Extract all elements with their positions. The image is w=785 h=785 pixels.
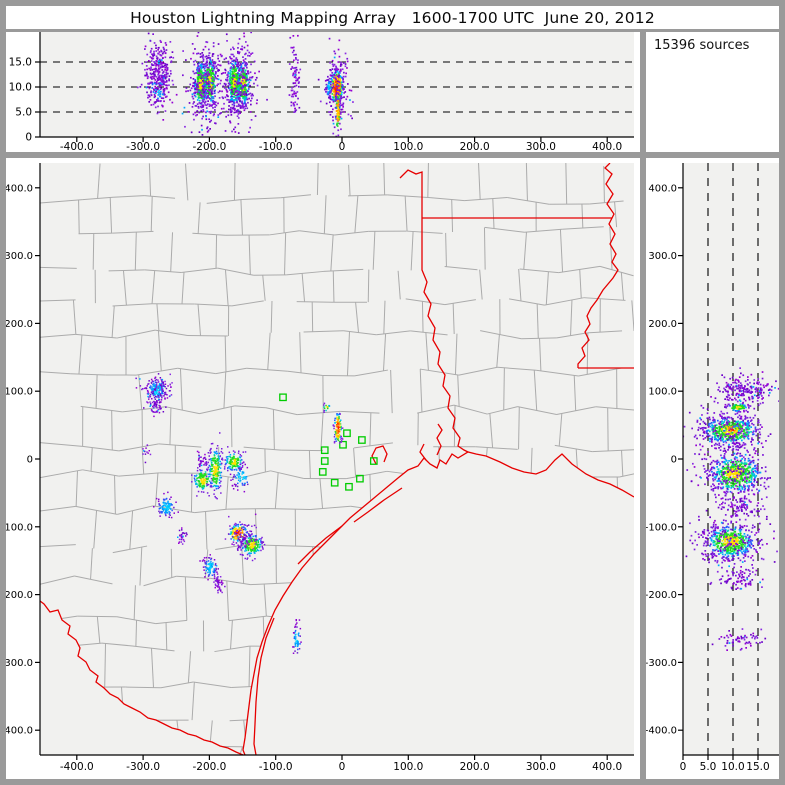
ns-tick-labels: 0 5.0 10.0 15.0400.0300.0200.0100.00-100.0-… [646,183,770,773]
svg-text:0: 0 [339,761,346,773]
map-axes [35,163,634,760]
svg-text:400.0: 400.0 [592,141,622,152]
svg-text:200.0: 200.0 [460,761,490,773]
svg-text:-200.0: -200.0 [6,590,33,601]
map-tick-labels: -400.0 -300.0 -200.0 -100.0 0 100.0 200.0 300.0… [6,183,622,773]
svg-text:400.0: 400.0 [6,183,33,194]
svg-text:100.0: 100.0 [393,761,423,773]
altitude-ew-plot: -400.0 -300.0 -200.0 -100.0 0 100.0 200.0 300.0… [9,32,634,153]
svg-text:-300.0: -300.0 [126,761,160,773]
svg-text:200.0: 200.0 [460,141,490,152]
svg-text:-100.0: -100.0 [6,522,33,533]
svg-text:300.0: 300.0 [6,251,33,262]
svg-text:-300.0: -300.0 [6,658,33,669]
station-markers [279,393,378,491]
map-lightning-scatter [135,373,344,654]
svg-text:400.0: 400.0 [592,761,622,773]
svg-text:10.0: 10.0 [9,82,32,94]
figure-title: Houston Lightning Mapping Array 1600-170… [6,6,779,29]
svg-text:-300.0: -300.0 [126,141,160,152]
ns-altitude-scatter [683,163,779,755]
svg-text:-400.0: -400.0 [60,141,94,152]
ew-axes [35,32,634,142]
svg-text:0: 0 [27,455,33,466]
state-borders [40,163,634,755]
svg-text:15.0: 15.0 [9,57,32,69]
ns-axes [678,163,779,760]
svg-text:-100.0: -100.0 [259,761,293,773]
ew-tick-labels: -400.0 -300.0 -200.0 -100.0 0 100.0 200.0 300.0… [9,57,623,153]
svg-text:-400.0: -400.0 [60,761,94,773]
ew-altitude-scatter [40,32,634,137]
svg-text:100.0: 100.0 [393,141,423,152]
sources-count-panel: 15396 sources [646,32,779,152]
sources-count-label: 15396 sources [654,38,750,53]
svg-text:5.0: 5.0 [15,107,32,119]
svg-text:-200.0: -200.0 [192,141,226,152]
svg-text:100.0: 100.0 [6,387,33,398]
svg-text:0: 0 [339,141,346,152]
altitude-vs-eastwest-panel: -400.0 -300.0 -200.0 -100.0 0 100.0 200.0 300.0… [6,32,640,152]
svg-text:0: 0 [25,132,32,144]
altitude-vs-northsouth-panel: 0 5.0 10.0 15.0 400.0 300.0 200.0 100.0 0 -100.0-… [646,158,779,779]
svg-text:200.0: 200.0 [6,319,33,330]
svg-text:300.0: 300.0 [526,761,556,773]
svg-text:300.0: 300.0 [526,141,556,152]
plan-view-map-panel: -400.0 -300.0 -200.0 -100.0 0 100.0 200.0 300.0… [6,158,640,779]
altitude-ns-plot: 0 5.0 10.0 15.0400.0300.0200.0100.00-100.0-… [646,163,779,773]
svg-text:-400.0: -400.0 [6,726,33,737]
svg-text:-200.0: -200.0 [192,761,226,773]
svg-text:-100.0: -100.0 [259,141,293,152]
plan-view-map-plot: -400.0 -300.0 -200.0 -100.0 0 100.0 200.0 300.0… [6,163,634,773]
